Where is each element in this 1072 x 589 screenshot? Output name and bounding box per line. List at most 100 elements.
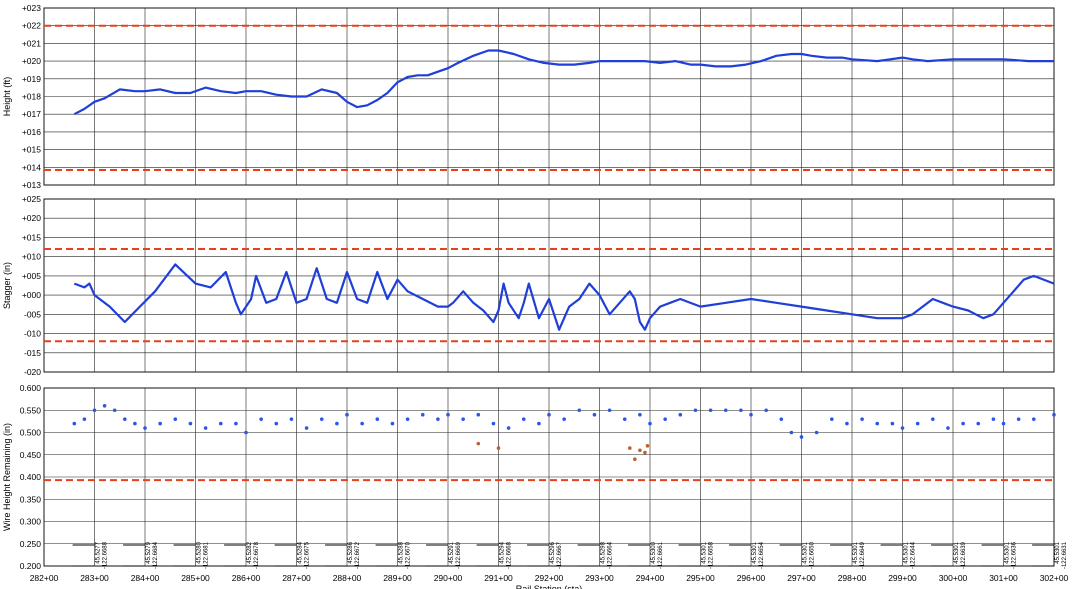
gps-latitude: 45.5277 [96, 541, 102, 563]
y-tick-label: -015 [24, 348, 41, 358]
data-point [799, 435, 804, 439]
y-tick-label: -010 [24, 329, 41, 339]
x-tick-label: 291+00 [484, 573, 513, 583]
data-point [638, 412, 642, 417]
gps-longitude: -122.6661 [658, 541, 664, 569]
data-point [931, 417, 935, 421]
gps-longitude: -122.6650 [810, 541, 816, 569]
data-point [764, 408, 768, 413]
gps-longitude: -122.6664 [608, 541, 614, 569]
data-point [390, 421, 395, 426]
y-tick-label: +005 [22, 271, 41, 281]
data-point [133, 421, 137, 426]
x-tick-label: 282+00 [30, 573, 59, 583]
data-point [638, 448, 642, 453]
y-tick-label: +023 [22, 3, 41, 13]
data-point [645, 444, 650, 448]
data-point [461, 417, 465, 421]
data-point [158, 421, 162, 426]
data-point [143, 426, 147, 430]
gps-latitude: 45.5296 [550, 541, 556, 563]
gps-latitude: 45.5291 [449, 541, 455, 563]
height-panel: +013 +014 +015 +016 +017 +018 +019 +020 +021 +022… [2, 3, 1055, 190]
data-point [547, 412, 551, 417]
data-point [1032, 417, 1036, 421]
y-axis-label: Wire Height Remaining (in) [2, 423, 12, 531]
y-tick-label: +014 [22, 162, 41, 172]
data-point [739, 408, 743, 413]
data-point [900, 426, 905, 430]
x-tick-label: 297+00 [787, 573, 816, 583]
gps-latitude: 45.5301 [904, 541, 910, 563]
gps-latitude: 45.5279 [146, 541, 152, 563]
x-tick-label: 300+00 [939, 573, 968, 583]
series-line [73, 49, 1054, 116]
data-point [173, 417, 178, 421]
gps-latitude: 45.5282 [247, 541, 253, 563]
y-tick-label: +015 [22, 232, 41, 242]
x-tick-label: 296+00 [737, 573, 766, 583]
data-point [537, 421, 541, 426]
data-point [830, 417, 834, 421]
data-point [244, 430, 248, 435]
x-tick-label: 301+00 [989, 573, 1018, 583]
data-point [102, 404, 107, 408]
x-tick-label: 294+00 [636, 573, 665, 583]
gps-longitude: -122.6669 [456, 541, 462, 569]
x-tick-label: 284+00 [131, 573, 160, 583]
y-tick-label: +017 [22, 109, 41, 119]
data-point [890, 421, 895, 426]
data-point [562, 417, 566, 421]
y-tick-label: 0.450 [20, 450, 42, 460]
data-point [319, 417, 324, 421]
data-point [345, 412, 349, 417]
data-point [845, 421, 849, 426]
y-tick-label: 0.250 [20, 539, 42, 549]
data-point [360, 421, 364, 426]
y-tick-label: +015 [22, 145, 41, 155]
data-point [1016, 417, 1021, 421]
gps-longitude: -122.6675 [305, 541, 311, 569]
gps-longitude: -122.6668 [507, 541, 513, 569]
data-point [643, 450, 647, 455]
stagger-panel: -020 -015 -010 -005 +000 +005 +010 +015 +020 +025… [2, 194, 1055, 377]
data-point [491, 421, 496, 426]
y-tick-label: 0.400 [20, 472, 42, 482]
data-point [708, 408, 713, 413]
x-tick-label: 293+00 [585, 573, 614, 583]
gps-longitude: -122.6658 [709, 541, 715, 569]
y-tick-label: +020 [22, 56, 41, 66]
data-point [123, 417, 127, 421]
wire-height-panel: 0.200 0.250 0.300 0.350 0.400 0.450 0.500 0.550… [2, 383, 1056, 571]
y-tick-label: +018 [22, 92, 41, 102]
data-point [405, 417, 410, 421]
y-tick-label: +013 [22, 180, 41, 190]
y-tick-label: -020 [24, 367, 41, 377]
data-point [663, 417, 667, 421]
x-axis-area: 45.5277 -122.6688 45.5279 -122.6684 45.5280-… [30, 541, 1069, 589]
data-point [678, 412, 683, 417]
x-tick-label: 292+00 [535, 573, 564, 583]
x-tick-label: 289+00 [383, 573, 412, 583]
x-tick-label: 299+00 [888, 573, 917, 583]
y-tick-label: +000 [22, 290, 41, 300]
y-axis-label: Stagger (in) [2, 262, 12, 309]
data-point [875, 421, 880, 426]
data-point [375, 417, 380, 421]
gps-longitude: -122.6636 [1012, 541, 1018, 569]
data-point [436, 417, 440, 421]
y-tick-label: 0.550 [20, 405, 42, 415]
x-tick-label: 302+00 [1040, 573, 1069, 583]
gps-longitude: -122.6672 [355, 541, 361, 569]
gps-latitude: 45.5301 [702, 541, 708, 563]
data-point [946, 426, 950, 430]
data-point [592, 412, 597, 417]
data-point [860, 417, 864, 421]
data-point [259, 417, 263, 421]
y-tick-label: +022 [22, 21, 41, 31]
gps-latitude: 45.5298 [601, 541, 607, 563]
data-point [218, 421, 223, 426]
gps-latitude: 45.5301 [752, 541, 758, 563]
data-point [420, 412, 425, 417]
